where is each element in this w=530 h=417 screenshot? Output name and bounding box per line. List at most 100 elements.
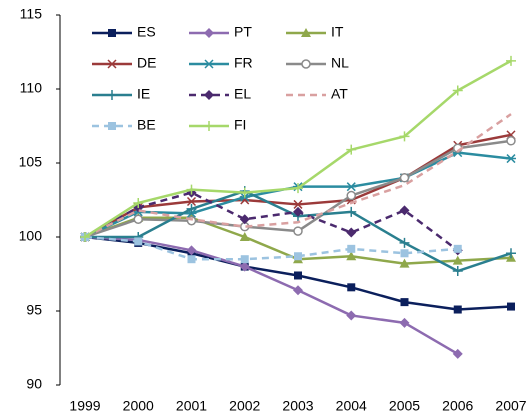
point-marker [80,232,90,242]
legend-label: IT [331,24,344,40]
legend-marker [204,90,214,100]
point-marker [452,85,463,96]
point-marker [239,214,250,225]
legend-marker [301,59,311,69]
point-marker [239,261,250,272]
point-marker [399,131,410,142]
y-tick-label: 90 [26,376,42,392]
x-tick-label: 2006 [442,398,473,414]
x-tick-label: 2001 [176,398,207,414]
x-tick-label: 2003 [282,398,313,414]
x-tick-label: 2004 [336,398,367,414]
legend-marker [107,90,117,100]
legend-label: BE [137,117,156,133]
legend-label: FI [234,117,246,133]
point-marker [240,255,249,264]
point-marker [399,258,410,268]
point-marker [293,183,303,194]
legend-label: AT [331,86,348,102]
point-marker [452,348,463,359]
legend-label: ES [137,24,156,40]
point-marker [186,245,197,256]
legend-label: NL [331,55,349,71]
point-marker [399,173,410,183]
legend-item: FI [189,117,246,133]
point-marker [346,310,357,321]
x-tick-label: 2007 [495,398,526,414]
legend-label: IE [137,86,150,102]
point-marker [453,305,462,314]
legend-item: IE [92,86,150,102]
point-marker [293,226,303,236]
y-tick-label: 115 [20,6,43,22]
series-line [84,235,459,355]
point-marker [400,298,409,307]
legend-marker [301,28,311,37]
point-marker [346,206,357,217]
point-marker [187,255,196,264]
series-line [84,235,458,261]
point-marker [452,266,463,277]
legend-marker [204,59,214,69]
point-marker [506,154,516,164]
x-tick-label: 2002 [229,398,260,414]
point-marker [239,187,250,198]
series-line [84,151,512,239]
point-marker [506,248,516,259]
point-marker [453,244,462,253]
point-marker [506,136,516,146]
point-marker [400,249,409,258]
y-tick-label: 100 [19,228,43,244]
x-tick-label: 1999 [69,398,100,414]
legend-item: DE [92,55,156,71]
legend-label: EL [234,86,251,102]
point-marker [294,271,302,280]
point-marker [293,285,303,296]
point-marker [293,199,303,209]
legend-item: BE [92,117,156,133]
point-marker [239,232,250,241]
legend-label: DE [137,55,156,71]
legend-marker [204,121,214,131]
point-marker [347,283,356,292]
point-marker [134,237,143,246]
point-marker [507,302,515,311]
point-marker [346,182,357,192]
point-marker [186,196,197,207]
legend-item: ES [92,24,156,40]
legend-marker [108,122,116,130]
point-marker [347,244,356,253]
y-tick-label: 105 [19,154,43,170]
point-marker [506,55,516,66]
legend-item: IT [286,24,344,40]
point-marker [346,144,357,155]
point-marker [294,252,302,261]
series-line [84,113,512,239]
legend-label: PT [234,24,252,40]
point-marker [399,205,410,216]
point-marker [186,184,197,195]
legend-marker [204,28,214,38]
legend-item: EL [189,86,251,102]
legend-marker [107,59,117,69]
point-marker [346,190,356,201]
point-marker [346,251,357,261]
y-tick-label: 110 [20,80,43,96]
point-marker [186,203,197,214]
x-tick-label: 2005 [389,398,420,414]
point-marker [346,227,357,238]
point-marker [133,197,144,208]
point-marker [293,206,303,217]
legend-item: AT [286,86,348,102]
legend-marker [108,29,116,37]
x-tick-label: 2000 [123,398,154,414]
legend-item: PT [189,24,252,40]
point-marker [133,214,143,224]
legend-item: FR [189,55,253,71]
legend-item: NL [286,55,349,71]
point-marker [452,255,463,265]
point-marker [399,317,410,328]
legend-label: FR [234,55,253,71]
y-tick-label: 95 [26,302,42,318]
